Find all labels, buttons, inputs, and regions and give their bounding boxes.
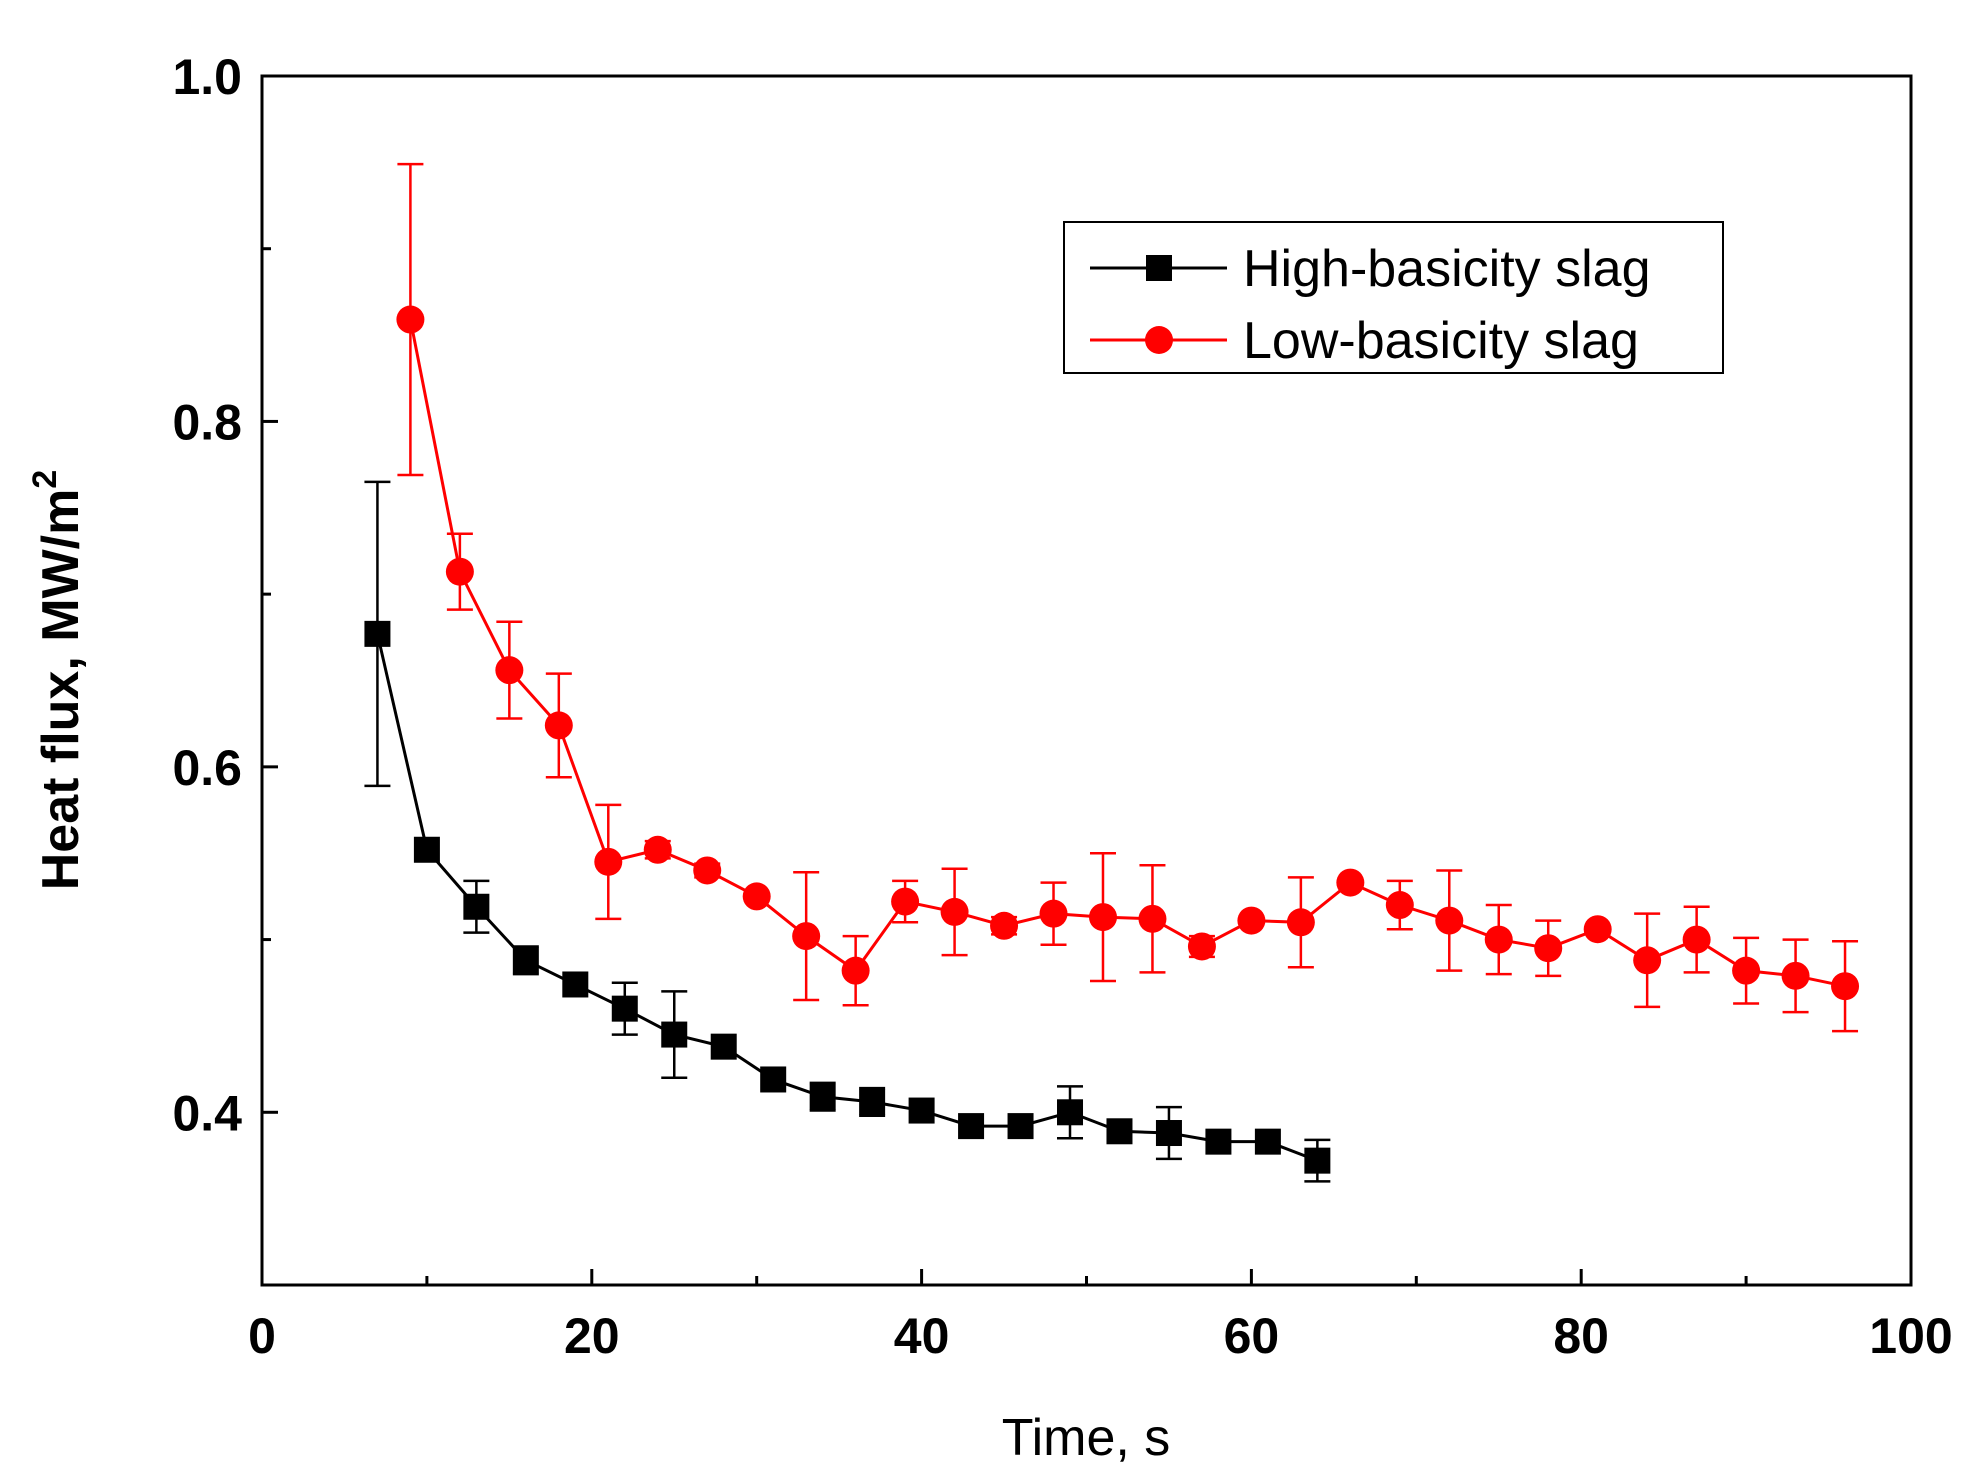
x-axis-title: Time, s: [1002, 1409, 1171, 1467]
legend-label-low-basicity: Low-basicity slag: [1243, 312, 1639, 370]
data-point: [859, 1088, 886, 1115]
data-point: [1057, 1099, 1084, 1126]
data-point: [1254, 1128, 1281, 1155]
legend-entry-high-basicity: High-basicity slag: [1090, 240, 1651, 298]
svg-text:Heat flux, MW/m2: Heat flux, MW/m2: [26, 470, 90, 891]
data-point: [891, 887, 920, 916]
legend-label-high-basicity: High-basicity slag: [1243, 240, 1651, 298]
y-tick-label: 0.6: [172, 740, 242, 796]
y-axis-title: Heat flux, MW/m2: [26, 470, 90, 891]
series-layer: [364, 162, 1860, 1183]
data-point: [463, 893, 490, 920]
data-point: [1583, 915, 1612, 944]
x-tick-label: 80: [1553, 1308, 1609, 1364]
data-point: [1205, 1128, 1232, 1155]
data-point: [1781, 961, 1810, 990]
data-point: [1633, 946, 1662, 975]
data-point: [908, 1097, 935, 1124]
data-point: [544, 711, 573, 740]
data-point: [742, 882, 771, 911]
data-point: [958, 1113, 985, 1140]
data-point: [841, 956, 870, 985]
series-low-basicity: [396, 162, 1860, 1033]
x-axis: 0 20 40 60 80 100: [248, 1269, 1953, 1364]
data-point: [1106, 1118, 1133, 1145]
data-point: [990, 911, 1019, 940]
plot-frame: [260, 74, 1913, 1287]
data-point: [710, 1033, 737, 1060]
data-point: [1155, 1120, 1182, 1147]
data-point: [1286, 908, 1315, 937]
data-point: [364, 620, 391, 647]
data-point: [643, 835, 672, 864]
data-point: [1138, 904, 1167, 933]
x-tick-label: 0: [248, 1308, 276, 1364]
y-axis: 0.4 0.6 0.8 1.0: [172, 49, 278, 1287]
data-point: [693, 856, 722, 885]
data-point: [1088, 903, 1117, 932]
legend-box: [1063, 221, 1724, 374]
data-point: [445, 557, 474, 586]
data-point: [661, 1021, 688, 1048]
data-point: [1484, 925, 1513, 954]
data-point: [1385, 891, 1414, 920]
data-point: [1039, 899, 1068, 928]
data-point: [792, 922, 821, 951]
y-axis-title-text: Heat flux, MW/m: [32, 489, 90, 891]
data-point: [940, 897, 969, 926]
series-high-basicity: [364, 480, 1331, 1183]
x-tick-label: 40: [894, 1308, 950, 1364]
y-tick-label: 1.0: [172, 49, 242, 105]
data-point: [1304, 1147, 1331, 1174]
data-point: [760, 1066, 787, 1093]
data-point: [1732, 956, 1761, 985]
x-tick-label: 20: [564, 1308, 620, 1364]
data-point: [413, 836, 440, 863]
y-tick-label: 0.8: [172, 394, 242, 450]
data-point: [562, 971, 589, 998]
x-tick-label: 60: [1224, 1308, 1280, 1364]
data-point: [495, 656, 524, 685]
data-point: [1435, 906, 1464, 935]
series-line: [408, 319, 1846, 988]
legend-marker-low-basicity: [1145, 326, 1173, 354]
data-point: [1237, 906, 1266, 935]
data-point: [1534, 934, 1563, 963]
y-axis-title-superscript: 2: [26, 470, 64, 489]
data-point: [1682, 925, 1711, 954]
data-point: [396, 305, 425, 334]
data-point: [1187, 932, 1216, 961]
data-point: [594, 847, 623, 876]
series-line: [375, 633, 1318, 1163]
data-point: [1831, 972, 1860, 1001]
y-tick-label: 0.4: [172, 1085, 242, 1141]
data-point: [1336, 868, 1365, 897]
legend: High-basicity slag Low-basicity slag: [1063, 221, 1724, 374]
data-point: [611, 995, 638, 1022]
data-point: [512, 947, 539, 974]
data-point: [809, 1083, 836, 1110]
data-point: [1007, 1113, 1034, 1140]
x-tick-label: 100: [1869, 1308, 1952, 1364]
legend-marker-high-basicity: [1146, 255, 1172, 281]
legend-entry-low-basicity: Low-basicity slag: [1090, 312, 1639, 370]
